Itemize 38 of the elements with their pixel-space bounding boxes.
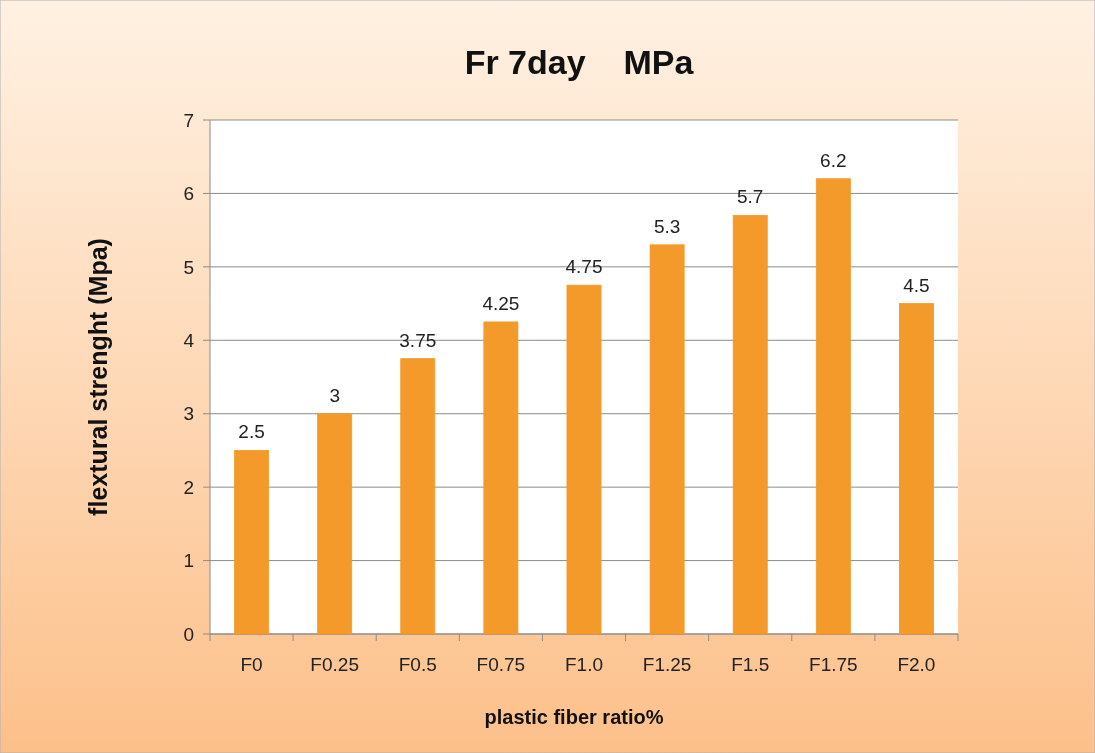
x-tick-label: F1.25	[642, 654, 692, 675]
y-tick-label: 7	[183, 109, 194, 131]
x-axis-title: plastic fiber ratio%	[484, 706, 664, 728]
bar	[732, 215, 768, 635]
y-axis-title: flextural strenght (Mpa)	[84, 238, 112, 516]
data-label: 6.2	[820, 149, 847, 171]
data-label: 4.5	[903, 274, 930, 296]
y-tick-label: 0	[183, 623, 194, 645]
x-tick-label: F0	[240, 654, 263, 675]
data-label: 5.3	[653, 215, 681, 237]
y-tick-label: 4	[183, 329, 195, 351]
chart-title: Fr 7day MPa	[464, 43, 695, 81]
x-tick-label: F0.75	[476, 654, 526, 675]
bar	[815, 178, 851, 635]
data-label: 3.75	[399, 329, 437, 351]
x-tick-label: F1.5	[731, 654, 770, 675]
x-tick-label: F1.0	[564, 654, 604, 675]
y-tick-label: 6	[183, 183, 194, 205]
bar	[899, 303, 934, 635]
bar	[317, 413, 353, 635]
bar	[566, 284, 602, 635]
data-label: 4.25	[482, 292, 520, 314]
x-tick-label: F1.75	[809, 654, 858, 675]
data-label: 2.5	[238, 421, 265, 443]
x-tick-label: F0.25	[310, 654, 359, 675]
data-label: 3	[329, 384, 340, 406]
bar	[400, 358, 436, 635]
bar	[483, 321, 519, 635]
bar	[649, 244, 685, 635]
data-label: 5.7	[737, 186, 764, 208]
y-tick-label: 2	[183, 476, 194, 498]
x-tick-label: F0.5	[398, 654, 437, 675]
y-tick-label: 1	[183, 550, 194, 572]
data-label: 4.75	[565, 256, 603, 278]
x-tick-label: F2.0	[897, 654, 936, 675]
bar	[234, 450, 269, 635]
y-tick-label: 3	[183, 403, 194, 425]
y-tick-label: 5	[183, 256, 194, 278]
